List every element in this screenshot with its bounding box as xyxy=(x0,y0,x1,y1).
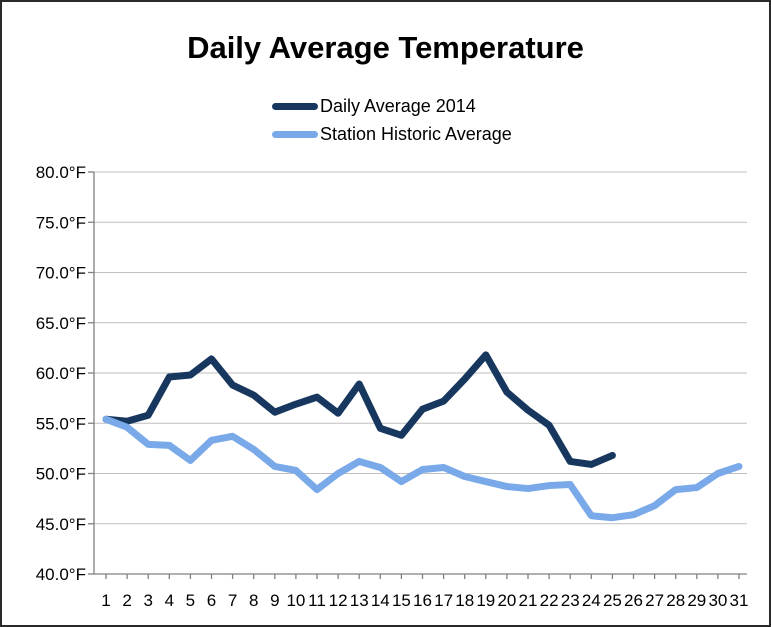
x-tick-label: 6 xyxy=(207,591,216,610)
x-tick-label: 7 xyxy=(228,591,237,610)
legend-label-daily-average-2014: Daily Average 2014 xyxy=(320,95,476,116)
y-tick-label: 45.0°F xyxy=(36,515,86,534)
y-tick-label: 80.0°F xyxy=(36,163,86,182)
x-tick-label: 31 xyxy=(730,591,749,610)
x-tick-label: 27 xyxy=(645,591,664,610)
y-tick-label: 40.0°F xyxy=(36,565,86,584)
series-line-station-historic-average xyxy=(102,415,743,522)
legend-label-station-historic-average: Station Historic Average xyxy=(320,123,512,144)
chart-title: Daily Average Temperature xyxy=(187,30,584,65)
x-tick-label: 12 xyxy=(329,591,348,610)
x-tick-label: 13 xyxy=(350,591,369,610)
x-tick-label: 22 xyxy=(540,591,559,610)
series-line-daily-average-2014 xyxy=(102,351,616,468)
x-tick-label: 23 xyxy=(561,591,580,610)
x-tick-label: 24 xyxy=(582,591,601,610)
x-tick-label: 19 xyxy=(476,591,495,610)
x-tick-label: 1 xyxy=(101,591,110,610)
x-tick-label: 21 xyxy=(519,591,538,610)
legend-item-station-historic-average: Station Historic Average xyxy=(272,120,512,148)
x-tick-label: 5 xyxy=(186,591,195,610)
x-tick-label: 25 xyxy=(603,591,622,610)
y-tick-label: 70.0°F xyxy=(36,264,86,283)
legend-swatch-daily-average-2014 xyxy=(272,102,318,110)
x-tick-label: 15 xyxy=(392,591,411,610)
x-tick-label: 4 xyxy=(165,591,174,610)
x-tick-label: 26 xyxy=(624,591,643,610)
legend-item-daily-average-2014: Daily Average 2014 xyxy=(272,92,512,120)
x-tick-label: 8 xyxy=(249,591,258,610)
y-tick-label: 60.0°F xyxy=(36,364,86,383)
y-tick-label: 50.0°F xyxy=(36,465,86,484)
x-tick-label: 17 xyxy=(434,591,453,610)
x-tick-label: 9 xyxy=(270,591,279,610)
x-tick-label: 30 xyxy=(708,591,727,610)
x-tick-label: 18 xyxy=(455,591,474,610)
y-tick-label: 55.0°F xyxy=(36,414,86,433)
x-tick-label: 11 xyxy=(308,591,326,610)
x-tick-label: 2 xyxy=(122,591,131,610)
x-tick-label: 28 xyxy=(666,591,685,610)
x-tick-label: 14 xyxy=(371,591,390,610)
legend-swatch-station-historic-average xyxy=(272,130,318,138)
x-tick-label: 20 xyxy=(497,591,516,610)
x-tick-label: 29 xyxy=(687,591,706,610)
legend: Daily Average 2014 Station Historic Aver… xyxy=(272,92,512,148)
y-tick-label: 65.0°F xyxy=(36,314,86,333)
x-tick-label: 3 xyxy=(143,591,152,610)
x-tick-label: 16 xyxy=(413,591,432,610)
x-tick-label: 10 xyxy=(286,591,305,610)
y-tick-label: 75.0°F xyxy=(36,213,86,232)
